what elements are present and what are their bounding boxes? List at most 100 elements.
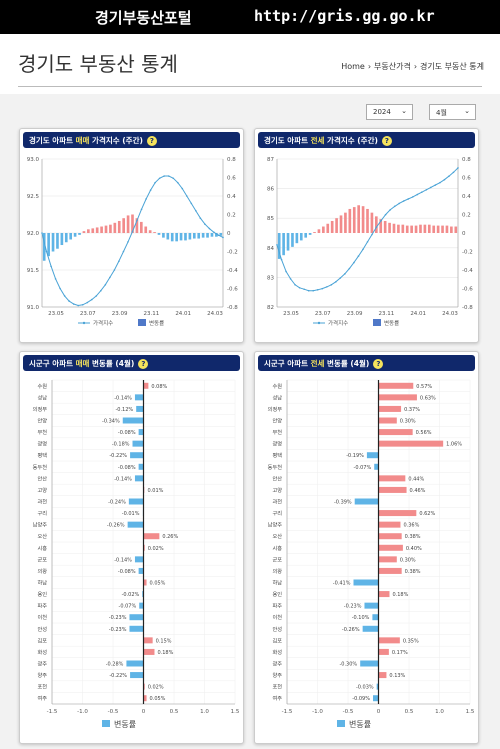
index-point — [443, 178, 446, 181]
top-banner: 경기부동산포털 http://gris.gg.go.kr — [0, 0, 500, 34]
rate-bar — [91, 228, 95, 233]
index-point — [439, 181, 441, 184]
x-tick-label: 1.5 — [466, 709, 475, 715]
index-point — [389, 209, 391, 211]
category-label: 안양 — [272, 417, 282, 425]
page-header: 경기도 부동산 통계 Home › 부동산가격 › 경기도 부동산 통계 — [0, 34, 500, 94]
category-label: 의왕 — [272, 567, 282, 575]
x-tick-label: 24.03 — [442, 311, 458, 317]
category-label: 고양 — [37, 486, 47, 494]
bar-value-label: -0.12% — [115, 407, 133, 413]
bar-value-label: -0.23% — [109, 627, 127, 633]
legend-label: 가격지수 — [328, 319, 348, 327]
bar-value-label: -0.26% — [107, 523, 125, 529]
rate-bar — [378, 521, 401, 528]
panel-header: 경기도 아파트 매매 가격지수 (주간)? — [23, 132, 240, 148]
y-left-tick-label: 91.0 — [27, 305, 40, 311]
index-point — [217, 234, 220, 237]
month-select[interactable]: 4월 ⌄ — [429, 104, 476, 120]
rate-bar — [140, 221, 143, 233]
category-label: 하남 — [272, 579, 282, 587]
index-point — [50, 265, 52, 268]
y-right-tick-label: 0.6 — [227, 176, 236, 182]
rate-bar — [370, 212, 374, 233]
index-point — [294, 284, 296, 286]
index-point — [204, 223, 206, 225]
rate-bar — [383, 220, 387, 233]
legend-bar-swatch — [373, 319, 381, 326]
index-point — [448, 175, 450, 177]
x-tick-label: -1.0 — [312, 709, 323, 715]
index-point — [321, 287, 324, 290]
bar-value-label: 0.46% — [410, 488, 426, 494]
bar-value-label: 0.01% — [148, 488, 164, 494]
category-label: 군포 — [37, 556, 47, 563]
rate-bar — [379, 219, 383, 233]
bar-value-label: 0.38% — [405, 569, 421, 575]
rate-bar — [373, 695, 379, 702]
y-right-tick-label: -0.4 — [462, 268, 473, 274]
bar-value-label: -0.41% — [333, 581, 351, 587]
help-icon[interactable]: ? — [373, 359, 384, 369]
index-point — [425, 188, 428, 191]
rate-bar — [215, 233, 218, 237]
bar-value-label: 1.06% — [446, 442, 462, 448]
category-label: 동두천 — [268, 464, 283, 471]
category-label: 평택 — [37, 452, 47, 459]
rate-bar — [60, 233, 64, 246]
rate-bar — [117, 220, 121, 233]
category-label: 이천 — [272, 613, 282, 621]
help-icon[interactable]: ? — [146, 136, 157, 146]
jeonse-index-chart: 87 86 85 84 83 82 0.8 0.6 0.4 0.2 0 -0.2 -0.4 -0.6 -0.… — [267, 157, 473, 327]
rate-bar — [73, 233, 77, 237]
rate-bar — [401, 224, 405, 233]
index-point — [41, 232, 43, 234]
y-left-tick-label: 87 — [267, 157, 274, 163]
rate-bar — [47, 233, 50, 257]
rate-bar — [374, 463, 379, 470]
rate-bar — [201, 233, 205, 238]
legend-label: 변동률 — [384, 319, 399, 327]
category-label: 화성 — [272, 648, 282, 656]
rate-bar — [82, 231, 86, 233]
rate-bar — [184, 233, 187, 241]
year-select[interactable]: 2024 ⌄ — [366, 104, 413, 120]
rate-bar — [445, 225, 449, 233]
breadcrumb-home[interactable]: Home — [341, 62, 365, 71]
index-point — [68, 300, 70, 302]
rate-bar — [143, 695, 147, 702]
x-tick-label: 0 — [377, 709, 381, 715]
portal-url[interactable]: http://gris.gg.go.kr — [254, 7, 435, 25]
help-icon[interactable]: ? — [138, 359, 149, 369]
rate-bar — [378, 672, 387, 679]
rate-bar — [441, 225, 444, 233]
bar-value-label: -0.08% — [118, 569, 136, 575]
x-tick-label: -1.5 — [47, 709, 58, 715]
rate-bar — [157, 233, 161, 235]
index-point — [199, 217, 202, 219]
rate-bar — [344, 212, 347, 233]
index-point — [167, 175, 170, 177]
category-label: 광명 — [272, 441, 282, 448]
x-tick-label: 23.09 — [347, 311, 363, 317]
index-point — [190, 202, 193, 205]
rate-bar — [113, 222, 117, 233]
x-tick-label: 24.01 — [410, 311, 426, 317]
rate-bar — [450, 226, 453, 233]
bar-value-label: -0.26% — [342, 627, 360, 633]
breadcrumb-price[interactable]: 부동산가격 — [374, 62, 411, 71]
rate-bar — [378, 475, 406, 482]
x-tick-label: 23.05 — [283, 311, 299, 317]
bar-value-label: -0.08% — [118, 430, 136, 436]
index-point — [54, 278, 57, 280]
index-point — [380, 219, 382, 222]
legend-label: 변동률 — [149, 319, 164, 327]
breadcrumb-current[interactable]: 경기도 부동산 통계 — [420, 62, 484, 71]
index-point — [63, 295, 66, 297]
help-icon[interactable]: ? — [381, 136, 392, 146]
rate-bar — [130, 452, 144, 459]
rate-bar — [170, 233, 174, 242]
rate-bar — [427, 224, 431, 233]
bar-value-label: -0.18% — [112, 442, 130, 448]
index-point — [430, 186, 432, 189]
